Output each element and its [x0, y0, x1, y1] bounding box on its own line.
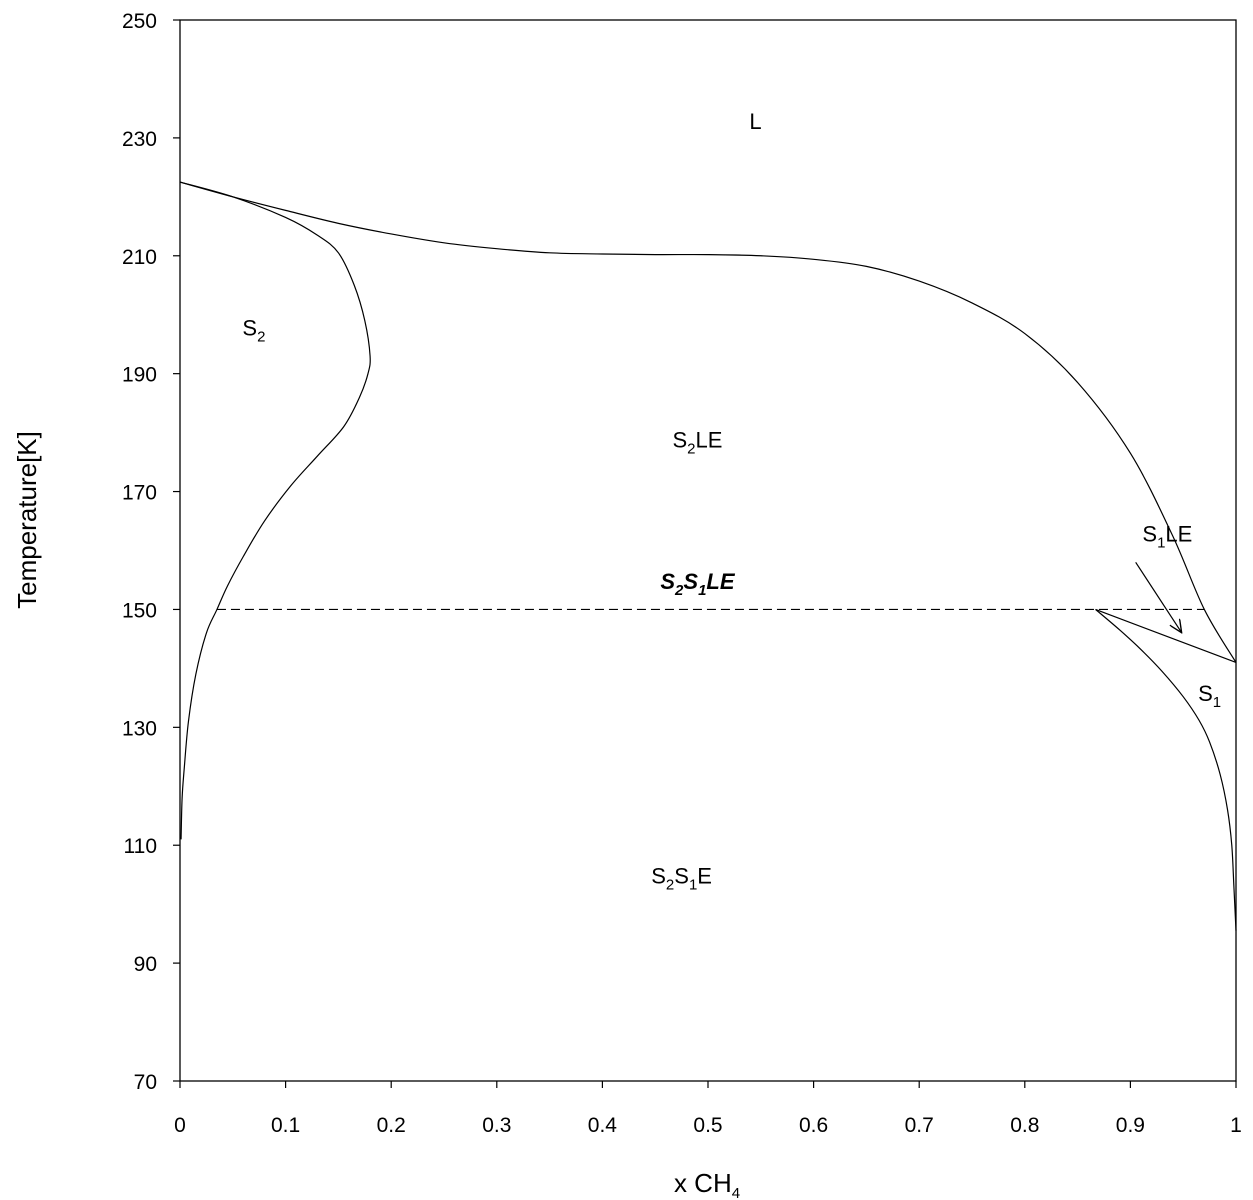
region-label-rest: LE	[695, 427, 722, 452]
y-tick-label: 110	[124, 835, 157, 858]
region-label: S2LE	[672, 427, 722, 457]
x-tick-label: 0.6	[799, 1114, 828, 1137]
region-label-rest2: LE	[706, 569, 735, 594]
region-label-main: S	[242, 315, 257, 340]
y-tick-label: 90	[134, 953, 157, 976]
region-label-main: S	[1142, 522, 1157, 547]
region-label-main: S	[1198, 681, 1213, 706]
y-tick-label: 150	[122, 599, 157, 622]
region-label-sub2: 1	[689, 877, 697, 894]
s1le-pointer-arrow	[1135, 561, 1181, 632]
region-label-sub: 2	[674, 582, 684, 599]
x-tick-label: 0.8	[1010, 1114, 1039, 1137]
x-tick-label: 0.3	[482, 1114, 511, 1137]
x-axis-title-sub: 4	[732, 1185, 740, 1200]
x-tick-label: 0.9	[1116, 1114, 1145, 1137]
x-axis-title: x CH4	[674, 1168, 740, 1200]
y-tick-label: 230	[122, 128, 157, 151]
region-label: S2S1LE	[660, 569, 736, 599]
region-label: S2	[242, 315, 265, 345]
region-label: S2S1E	[651, 864, 712, 894]
region-label-main: S	[651, 864, 666, 889]
series-liquidus	[179, 181, 1237, 663]
plot-border	[179, 19, 1237, 1082]
region-label: L	[749, 109, 761, 134]
y-axis-title: Temperature[K]	[12, 431, 42, 609]
region-label-main: S	[672, 427, 687, 452]
plot-frame	[179, 19, 1237, 1082]
series-S1-solidus	[1095, 608, 1237, 664]
x-tick-label: 0.7	[905, 1114, 934, 1137]
series-S1-solvus	[1095, 608, 1237, 931]
region-label-sub2: 1	[698, 582, 706, 599]
x-tick-label: 0.1	[271, 1114, 300, 1137]
x-tick-label: 0.4	[588, 1114, 618, 1137]
y-tick-label: 70	[134, 1071, 157, 1094]
region-label-rest: LE	[1165, 522, 1192, 547]
region-label-sub: 1	[1157, 535, 1165, 552]
y-tick-label: 210	[122, 246, 157, 269]
region-label-sub: 2	[687, 440, 695, 457]
axis-ticks: 0 0.1 0.2 0.3 0.4 0.5 0.6 0.7 0.8 0.9 170901101301…	[122, 10, 1242, 1137]
region-label-main: L	[749, 109, 761, 134]
region-label: S1	[1198, 681, 1221, 711]
x-tick-label: 0.5	[693, 1114, 722, 1137]
region-label-sub: 2	[666, 877, 674, 894]
y-tick-label: 170	[122, 482, 157, 505]
x-tick-label: 0.2	[377, 1114, 406, 1137]
region-label-sub: 1	[1213, 694, 1221, 711]
region-label-main: S	[660, 569, 675, 594]
region-label-sub2main: S	[683, 569, 698, 594]
region-label-sub2main: S	[674, 864, 689, 889]
x-tick-label: 0	[174, 1114, 186, 1137]
region-label-rest2: E	[697, 864, 712, 889]
x-axis-title-main: x CH	[674, 1168, 732, 1198]
x-tick-label: 1	[1230, 1114, 1242, 1137]
region-label: S1LE	[1142, 522, 1192, 552]
y-tick-label: 250	[122, 10, 157, 33]
region-label-sub: 2	[257, 328, 265, 345]
y-tick-label: 190	[122, 364, 157, 387]
y-tick-label: 130	[122, 717, 157, 740]
series-layer	[179, 181, 1237, 931]
series-S2-solidus	[179, 181, 371, 840]
